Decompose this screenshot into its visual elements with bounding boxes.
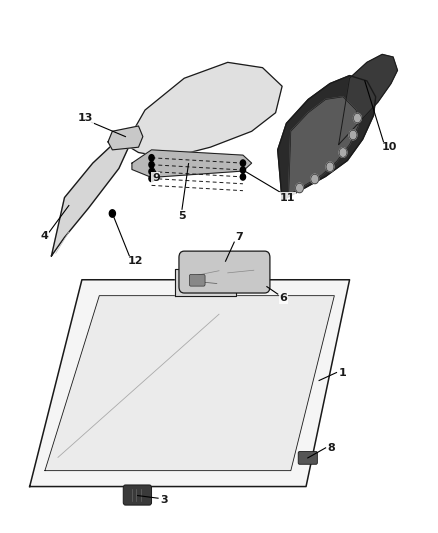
Polygon shape [45, 296, 334, 471]
Circle shape [296, 183, 304, 193]
Text: 7: 7 [236, 232, 244, 242]
Polygon shape [51, 136, 130, 256]
Polygon shape [30, 280, 350, 487]
Text: 5: 5 [178, 211, 186, 221]
Text: 4: 4 [40, 231, 48, 241]
Circle shape [240, 160, 246, 166]
Text: 1: 1 [339, 368, 347, 377]
Circle shape [349, 130, 357, 140]
Circle shape [326, 162, 334, 172]
Text: 9: 9 [152, 173, 160, 183]
Text: 3: 3 [161, 495, 168, 505]
Circle shape [240, 174, 246, 180]
Circle shape [311, 174, 319, 184]
Circle shape [240, 167, 246, 173]
FancyBboxPatch shape [298, 451, 318, 464]
Polygon shape [289, 97, 358, 195]
Circle shape [339, 148, 347, 157]
Circle shape [149, 168, 154, 175]
Polygon shape [339, 54, 397, 144]
Polygon shape [108, 126, 143, 150]
Circle shape [149, 175, 154, 182]
Circle shape [149, 161, 154, 168]
Circle shape [149, 155, 154, 161]
FancyBboxPatch shape [189, 274, 205, 286]
FancyBboxPatch shape [179, 251, 270, 293]
Text: 8: 8 [328, 443, 335, 453]
Text: 11: 11 [280, 192, 296, 203]
Text: 6: 6 [279, 293, 287, 303]
Polygon shape [132, 150, 252, 177]
Text: 13: 13 [78, 113, 93, 123]
Polygon shape [125, 62, 282, 158]
Polygon shape [278, 76, 376, 200]
Text: 10: 10 [382, 142, 397, 152]
Polygon shape [176, 269, 237, 296]
Circle shape [353, 114, 361, 123]
FancyBboxPatch shape [123, 485, 152, 505]
Ellipse shape [209, 255, 229, 267]
Circle shape [110, 210, 116, 217]
Text: 12: 12 [128, 256, 143, 266]
